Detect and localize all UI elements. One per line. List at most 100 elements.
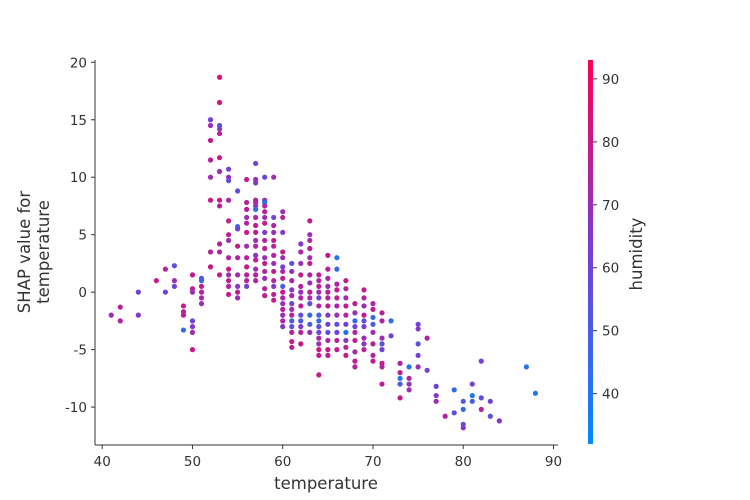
data-point <box>352 337 358 344</box>
data-point <box>253 229 259 235</box>
data-point <box>289 293 295 299</box>
data-point <box>424 335 430 341</box>
data-point <box>262 255 268 261</box>
data-point <box>180 312 187 318</box>
y-tick-label: 5 <box>78 228 87 244</box>
data-point <box>325 352 331 358</box>
data-point <box>289 268 295 275</box>
data-point <box>189 324 196 330</box>
data-point <box>225 278 232 284</box>
data-point <box>280 312 286 318</box>
data-point <box>496 418 502 424</box>
data-point <box>361 303 367 309</box>
y-axis-label-line-2: temperature <box>34 200 53 304</box>
data-point <box>171 263 178 269</box>
data-point <box>262 174 268 180</box>
data-point <box>180 303 187 309</box>
data-point <box>451 410 457 416</box>
data-point <box>415 341 421 347</box>
data-point <box>298 272 304 278</box>
y-axis-label-line-1: SHAP value for <box>15 191 34 314</box>
data-point <box>487 398 493 404</box>
data-point <box>370 321 376 327</box>
data-point <box>271 297 277 303</box>
data-point <box>370 314 376 321</box>
data-point <box>244 283 250 289</box>
x-tick-label: 60 <box>274 454 291 470</box>
data-point <box>523 364 530 370</box>
data-point <box>361 324 367 330</box>
data-point <box>298 260 304 267</box>
data-point <box>343 303 349 309</box>
data-point <box>244 278 250 284</box>
data-point <box>334 287 340 293</box>
data-point <box>280 295 286 301</box>
x-tick-label: 80 <box>455 454 472 470</box>
data-point <box>207 122 214 129</box>
data-point <box>216 168 223 175</box>
data-point <box>316 289 322 295</box>
data-point <box>289 338 295 345</box>
data-point <box>316 303 322 309</box>
data-point <box>135 289 141 295</box>
data-point <box>316 352 322 358</box>
data-point <box>298 295 304 301</box>
data-point <box>379 381 385 387</box>
data-point <box>334 266 340 272</box>
data-point <box>289 318 295 324</box>
data-point <box>388 318 394 324</box>
data-point <box>289 301 295 307</box>
data-point <box>325 275 331 281</box>
data-point <box>262 214 268 221</box>
data-point <box>289 278 295 284</box>
data-point <box>379 341 385 347</box>
data-point <box>478 358 484 364</box>
data-point <box>253 160 259 167</box>
data-point <box>280 268 286 275</box>
data-point <box>298 283 304 289</box>
data-point <box>343 278 349 284</box>
data-point <box>325 312 331 318</box>
data-point <box>379 347 385 353</box>
data-point <box>388 333 394 339</box>
data-point <box>280 289 286 295</box>
data-point <box>262 286 268 292</box>
data-point <box>361 295 367 301</box>
data-point <box>280 324 286 330</box>
data-point <box>198 301 205 307</box>
colorbar-tick-label: 80 <box>602 135 619 151</box>
data-point <box>316 283 322 289</box>
data-point <box>397 360 403 366</box>
data-point <box>262 229 268 235</box>
data-point <box>325 329 331 335</box>
data-point <box>225 197 232 203</box>
humidity-colorbar <box>588 60 593 444</box>
data-point <box>289 312 295 318</box>
data-point <box>370 306 376 312</box>
data-point <box>271 278 277 284</box>
data-point <box>271 243 277 249</box>
data-point <box>370 301 376 307</box>
data-point <box>225 237 232 244</box>
data-point <box>244 255 250 261</box>
data-point <box>343 337 349 344</box>
data-point <box>262 209 268 215</box>
data-point <box>334 329 340 335</box>
data-point <box>207 197 214 203</box>
data-point <box>253 266 259 272</box>
data-point <box>406 375 412 381</box>
y-tick-label: 0 <box>78 285 87 301</box>
data-point <box>207 174 214 180</box>
data-point <box>244 229 250 235</box>
data-point <box>343 286 349 292</box>
y-tick-label: 20 <box>70 55 87 71</box>
data-point <box>415 364 421 370</box>
data-point <box>216 197 223 203</box>
data-point <box>307 289 313 295</box>
data-point <box>280 214 286 221</box>
data-point <box>307 295 313 301</box>
data-point <box>460 406 466 412</box>
data-point <box>379 318 385 324</box>
data-point <box>117 318 123 324</box>
data-point <box>189 289 196 295</box>
